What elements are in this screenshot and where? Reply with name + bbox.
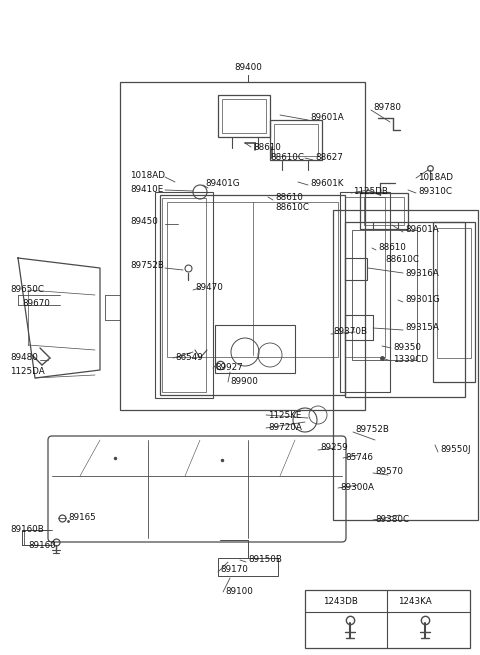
Text: 89301G: 89301G bbox=[405, 295, 440, 305]
Text: 1018AD: 1018AD bbox=[418, 174, 453, 183]
Text: 89601A: 89601A bbox=[310, 113, 344, 122]
Text: 89780: 89780 bbox=[373, 103, 401, 113]
Text: 89259: 89259 bbox=[320, 443, 348, 453]
Text: 89900: 89900 bbox=[230, 377, 258, 386]
Text: 1243DB: 1243DB bbox=[323, 597, 358, 605]
Text: 88610: 88610 bbox=[378, 244, 406, 252]
Text: 89570: 89570 bbox=[375, 468, 403, 476]
Text: 88610C: 88610C bbox=[385, 255, 419, 265]
Text: 89100: 89100 bbox=[225, 588, 253, 597]
Text: 89752B: 89752B bbox=[355, 426, 389, 434]
Text: 89450: 89450 bbox=[130, 217, 158, 227]
Text: 89160B: 89160B bbox=[10, 525, 44, 534]
Text: 89310C: 89310C bbox=[418, 187, 452, 196]
Bar bbox=[360, 193, 408, 229]
Bar bbox=[270, 120, 322, 160]
Text: 88627: 88627 bbox=[315, 153, 343, 162]
Bar bbox=[274, 124, 318, 156]
Text: 1243KA: 1243KA bbox=[398, 597, 432, 605]
Text: 88610: 88610 bbox=[275, 193, 303, 202]
Text: 89370B: 89370B bbox=[333, 328, 367, 337]
Bar bbox=[352, 230, 417, 360]
Bar bbox=[345, 197, 385, 357]
Text: 86549: 86549 bbox=[175, 354, 203, 362]
Text: 89165: 89165 bbox=[68, 512, 96, 521]
Bar bbox=[218, 558, 278, 576]
Bar bbox=[155, 192, 213, 398]
Text: 89410E: 89410E bbox=[130, 185, 163, 195]
Bar bbox=[437, 228, 471, 358]
Text: 89150B: 89150B bbox=[248, 555, 282, 565]
Text: 89300A: 89300A bbox=[340, 483, 374, 493]
Text: 88610C: 88610C bbox=[270, 153, 304, 162]
Text: 89601K: 89601K bbox=[310, 179, 344, 187]
Bar bbox=[364, 197, 404, 225]
Text: 1339CD: 1339CD bbox=[393, 356, 428, 364]
Text: 88610C: 88610C bbox=[275, 204, 309, 212]
Text: 89470: 89470 bbox=[195, 284, 223, 293]
Text: 89316A: 89316A bbox=[405, 269, 439, 278]
Text: 85746: 85746 bbox=[345, 453, 373, 462]
Text: 89601A: 89601A bbox=[405, 225, 439, 234]
Bar bbox=[215, 325, 295, 373]
Bar bbox=[167, 202, 338, 357]
Text: 89400: 89400 bbox=[234, 64, 262, 73]
Bar bbox=[120, 82, 365, 410]
Bar bbox=[345, 222, 465, 397]
Text: 1125DB: 1125DB bbox=[353, 187, 388, 196]
Text: 88610: 88610 bbox=[253, 143, 281, 151]
Text: 89752B: 89752B bbox=[130, 261, 164, 269]
Bar bbox=[305, 590, 470, 648]
Text: 89650C: 89650C bbox=[10, 286, 44, 295]
Text: 89315A: 89315A bbox=[405, 324, 439, 333]
Text: 89170: 89170 bbox=[220, 565, 248, 574]
Text: 89160: 89160 bbox=[28, 540, 56, 550]
Bar bbox=[345, 315, 373, 340]
Bar bbox=[345, 258, 367, 280]
Text: 1125KE: 1125KE bbox=[268, 411, 301, 419]
Bar bbox=[222, 99, 266, 133]
Bar bbox=[433, 222, 475, 382]
Text: 89350: 89350 bbox=[393, 343, 421, 352]
Text: 1125DA: 1125DA bbox=[10, 367, 45, 377]
Text: 89380C: 89380C bbox=[375, 515, 409, 525]
Bar bbox=[333, 210, 478, 520]
Text: 1018AD: 1018AD bbox=[130, 170, 165, 179]
Bar bbox=[162, 198, 206, 392]
Text: 89670: 89670 bbox=[22, 299, 50, 307]
Bar bbox=[160, 195, 345, 395]
Text: 89720A: 89720A bbox=[268, 424, 302, 432]
Text: 89927: 89927 bbox=[215, 364, 243, 373]
Bar bbox=[218, 95, 270, 137]
Text: 89480: 89480 bbox=[10, 354, 38, 362]
Bar bbox=[340, 192, 390, 392]
Text: 89401G: 89401G bbox=[205, 179, 240, 187]
Text: 89550J: 89550J bbox=[440, 445, 470, 455]
